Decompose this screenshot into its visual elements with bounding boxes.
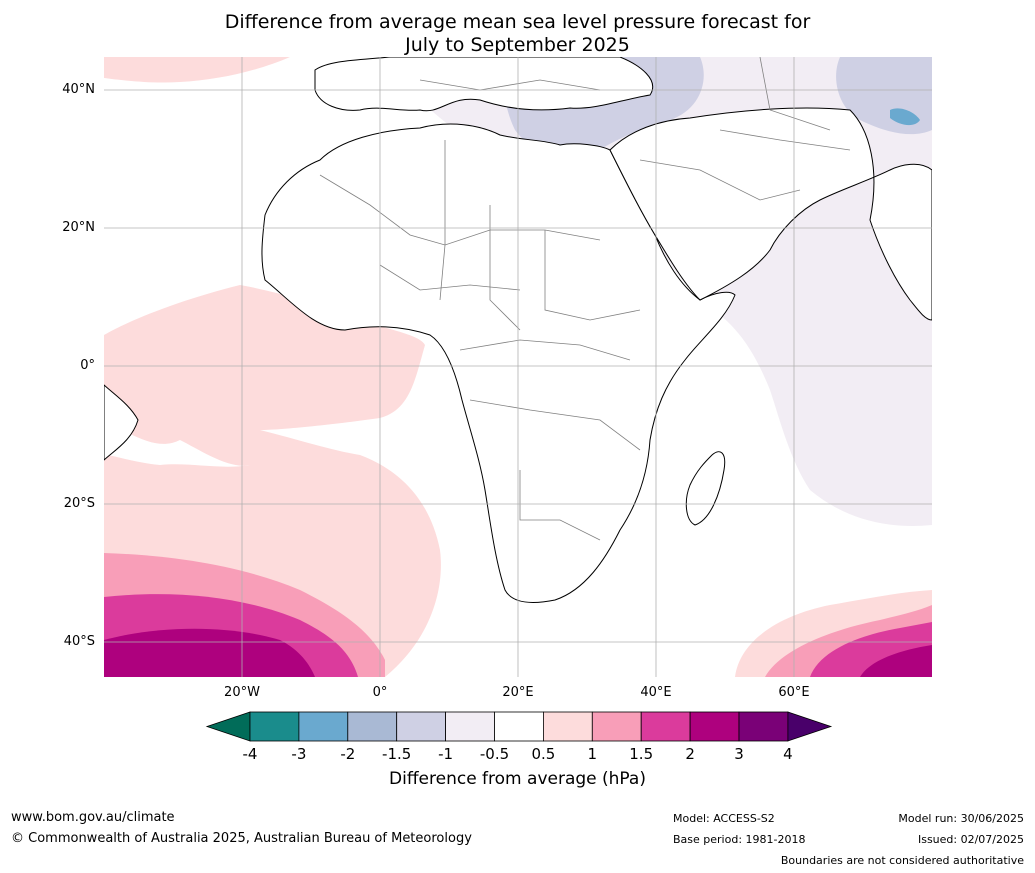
colorbar-segment xyxy=(591,711,642,742)
lat-label-20n: 20°N xyxy=(62,220,95,235)
lon-label-20e: 20°E xyxy=(502,685,534,700)
map-plot-area xyxy=(104,57,932,677)
footer-disclaimer: Boundaries are not considered authoritat… xyxy=(780,854,1024,867)
colorbar-segment xyxy=(640,711,691,742)
middle-east-coastline xyxy=(609,107,932,321)
lat-label-40n: 40°N xyxy=(62,82,95,97)
lat-label-equator: 0° xyxy=(80,358,95,373)
colorbar-segment xyxy=(494,711,544,742)
madagascar-coastline xyxy=(685,451,726,526)
colorbar-segment xyxy=(298,711,349,742)
colorbar-over-arrow xyxy=(787,711,833,742)
colorbar-tick-label: 4 xyxy=(783,745,793,763)
colorbar-tick-label: 2 xyxy=(685,745,695,763)
colorbar-tick-label: 3 xyxy=(734,745,744,763)
anomaly-region-central-asia-low xyxy=(890,108,920,126)
colorbar-tick-label: 1.5 xyxy=(629,745,654,763)
footer-website: www.bom.gov.au/climate xyxy=(11,810,175,825)
lat-label-40s: 40°S xyxy=(63,634,95,649)
lon-label-60e: 60°E xyxy=(778,685,810,700)
colorbar-label: Difference from average (hPa) xyxy=(389,769,646,789)
colorbar-tick-label: 0.5 xyxy=(531,745,556,763)
colorbar-segment xyxy=(689,711,740,742)
europe-coastline xyxy=(314,57,654,112)
colorbar-tick-label: -1.5 xyxy=(382,745,412,763)
colorbar-tick-label: -3 xyxy=(291,745,307,763)
colorbar-segment xyxy=(347,711,398,742)
colorbar-tick-label: -4 xyxy=(242,745,258,763)
south-america-coastline xyxy=(104,384,139,461)
colorbar-segment xyxy=(543,711,593,742)
lon-label-0: 0° xyxy=(372,685,388,700)
footer-copyright: © Commonwealth of Australia 2025, Austra… xyxy=(11,831,472,846)
anomaly-region-southern-ocean-east-4 xyxy=(860,645,932,677)
colorbar-segment xyxy=(445,711,495,742)
colorbar-tick-label: 1 xyxy=(587,745,598,763)
footer-issued: Issued: 02/07/2025 xyxy=(917,833,1024,846)
colorbar-under-arrow xyxy=(205,711,251,742)
colorbar-tick-label: -1 xyxy=(438,745,454,763)
lon-label-40e: 40°E xyxy=(640,685,672,700)
country-borders xyxy=(319,57,851,541)
anomaly-region-north-atlantic xyxy=(104,57,290,83)
footer-model-run: Model run: 30/06/2025 xyxy=(898,812,1024,825)
map-gridlines xyxy=(104,57,932,677)
colorbar-segment xyxy=(396,711,447,742)
anomaly-gap-atlantic xyxy=(104,420,250,467)
lon-label-20w: 20°W xyxy=(224,685,260,700)
colorbar-tick-label: -0.5 xyxy=(479,745,510,763)
colorbar-tick-label: -2 xyxy=(340,745,356,763)
footer-base-period: Base period: 1981-2018 xyxy=(673,833,806,846)
lat-label-20s: 20°S xyxy=(63,496,95,511)
footer-model: Model: ACCESS-S2 xyxy=(673,812,775,825)
colorbar-segments xyxy=(205,711,833,742)
colorbar-segment xyxy=(738,711,789,742)
colorbar-segment xyxy=(249,711,300,742)
anomaly-region-southern-ocean-west-3 xyxy=(104,628,315,677)
map-title-line-2: July to September 2025 xyxy=(405,34,630,56)
map-title-line-1: Difference from average mean sea level p… xyxy=(224,11,811,33)
